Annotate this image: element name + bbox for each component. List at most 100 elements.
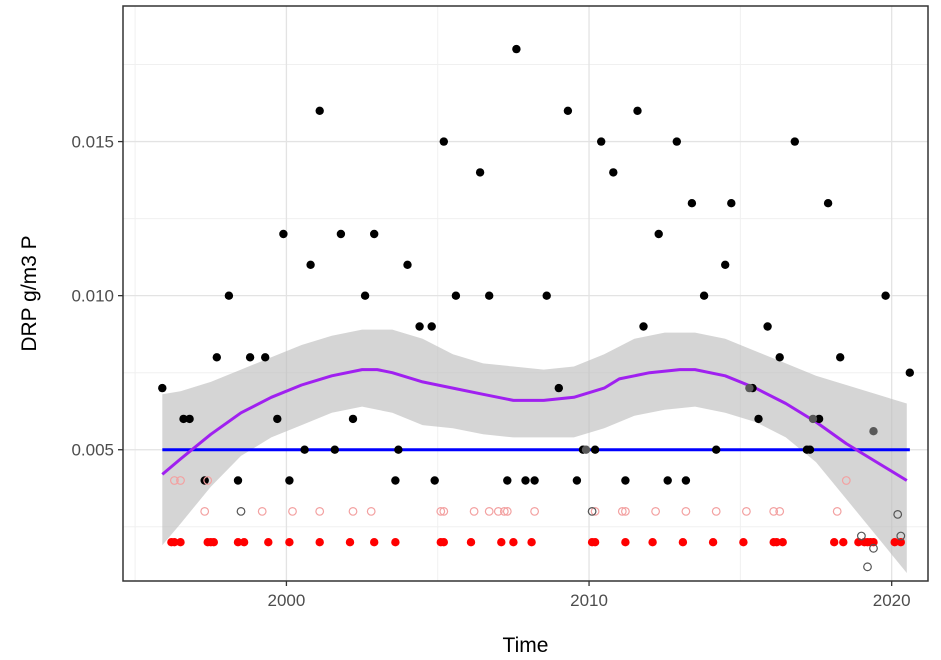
black-point [775,353,784,362]
black-point [681,476,691,485]
black-point [224,291,234,300]
open-gray-point [863,562,872,572]
black-point [279,229,288,239]
black-point [475,168,485,177]
black-point [814,414,824,424]
black-point [512,44,521,54]
black-point [905,368,914,377]
black-point [663,476,672,485]
red-point [315,538,324,547]
red-point [233,538,243,547]
red-point [648,538,657,547]
red-point [527,538,536,547]
black-point [590,445,600,454]
black-point [212,353,221,362]
black-point [554,383,563,393]
black-point [836,353,845,362]
open-gray-point [236,507,246,516]
red-point [621,538,630,547]
gray-point [581,445,591,454]
open-gray-point [896,531,906,541]
open-red-point [257,507,267,516]
open-red-point [499,507,509,516]
black-point [415,322,424,331]
open-red-point [590,507,600,516]
x-tick-label: 2000 [268,591,306,610]
red-point [778,538,787,547]
smooth-trend-line [161,368,908,482]
black-point [336,229,346,239]
black-point [763,322,772,331]
open-red-point [769,507,779,516]
open-red-point [775,507,785,516]
red-point [264,538,273,547]
black-point [521,476,530,485]
open-red-point [439,507,449,516]
red-point [345,538,355,547]
black-point [403,260,412,269]
black-point [306,260,315,269]
open-red-point [621,507,630,516]
black-point [273,414,282,424]
axes: 2000 2010 2020 0.005 0.010 0.015 [71,5,929,610]
open-gray-point [857,531,866,541]
black-point [485,291,494,300]
red-point [890,538,899,547]
open-red-point [176,476,185,485]
black-point [245,353,255,362]
black-point [672,137,681,146]
black-point [609,168,618,177]
open-red-point [469,507,479,516]
open-red-point [681,507,691,516]
black-point [370,229,379,239]
open-red-point [348,507,358,516]
black-point [200,476,209,485]
black-point [185,414,194,424]
black-point [881,291,890,300]
open-red-point [617,507,627,516]
gray-point [869,427,878,436]
plot-border [122,5,929,582]
open-red-point [366,507,376,516]
black-point [179,414,188,424]
gray-point [808,414,818,424]
data-points [158,44,914,572]
black-point [451,291,461,300]
black-point [300,445,309,454]
black-point [721,260,730,269]
black-point [542,291,551,300]
open-red-point [484,507,494,516]
red-point [678,538,688,547]
black-point [261,353,270,362]
grid-lines [123,6,928,581]
black-point [633,106,642,116]
black-point [654,229,663,239]
black-point [430,476,439,485]
red-point [896,538,905,547]
x-tick-label: 2010 [570,591,608,610]
red-point [209,538,218,547]
x-tick-label: 2020 [873,591,911,610]
reference-lines [161,368,910,482]
black-point [712,445,721,454]
black-point [727,199,736,208]
red-point [239,538,249,547]
black-point [754,414,763,424]
black-point [285,476,294,485]
y-tick-label: 0.010 [71,287,114,306]
black-point [805,445,815,454]
red-point [170,538,179,547]
x-axis-title: Time [503,634,549,657]
open-red-point [288,507,297,516]
black-point [639,322,648,331]
black-point [394,445,403,454]
black-point [597,137,606,146]
black-point [439,137,448,146]
red-point [285,538,294,547]
open-red-point [530,507,539,516]
black-point [158,383,167,393]
open-red-point [203,476,213,485]
open-red-point [315,507,325,516]
confidence-ribbon [162,329,907,573]
